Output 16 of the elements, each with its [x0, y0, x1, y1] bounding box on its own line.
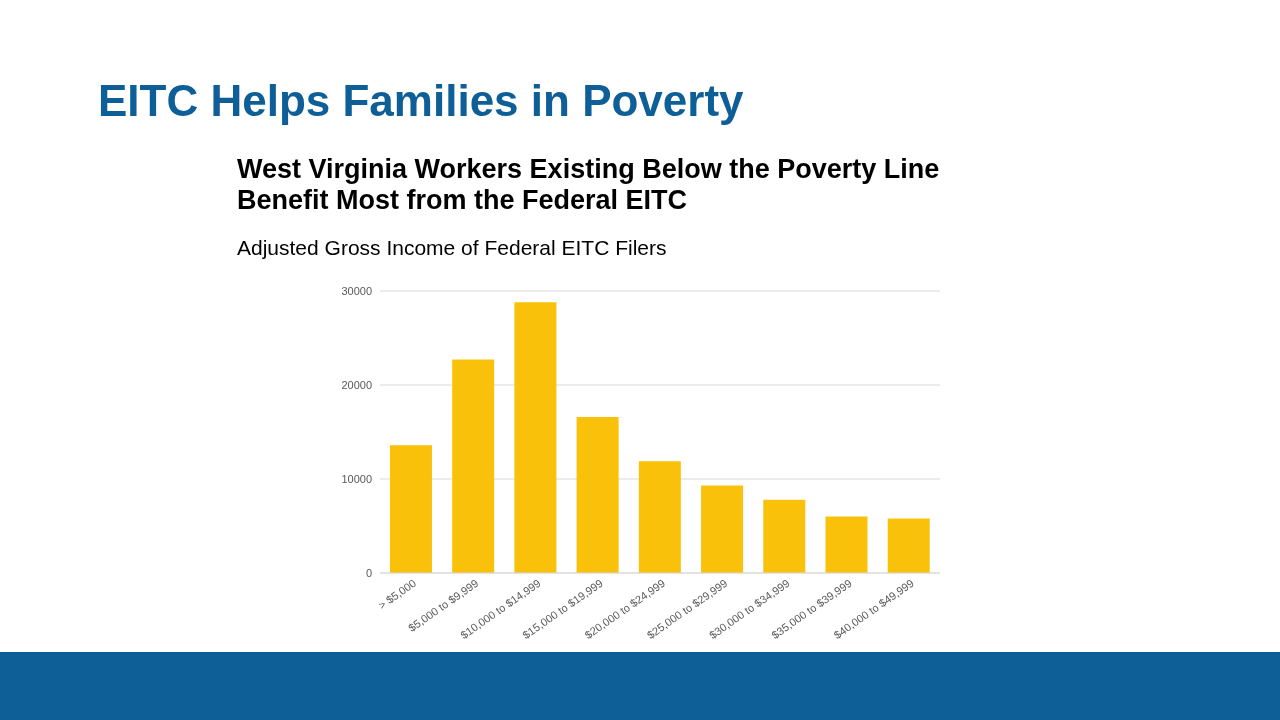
text: Adjusted Gross Income of Federal EITC Filers — [237, 236, 667, 260]
bar — [389, 445, 432, 573]
chart-title: EITC Helps Families in Poverty — [98, 76, 744, 126]
bar — [452, 359, 495, 573]
y-tick-label: 10000 — [341, 472, 372, 485]
bar — [763, 499, 806, 573]
bar — [514, 302, 557, 573]
y-tick-label: 30000 — [341, 284, 372, 297]
bar — [887, 518, 930, 573]
bar — [825, 516, 868, 573]
y-tick-label: 0 — [365, 566, 372, 579]
y-tick-label: 20000 — [341, 378, 372, 391]
bar — [576, 416, 619, 573]
chart-subtitle: West Virginia Workers Existing Below the Poverty Line Benefit Most from the Federal EITC — [237, 154, 940, 216]
bar — [638, 461, 681, 573]
bar — [701, 485, 744, 573]
